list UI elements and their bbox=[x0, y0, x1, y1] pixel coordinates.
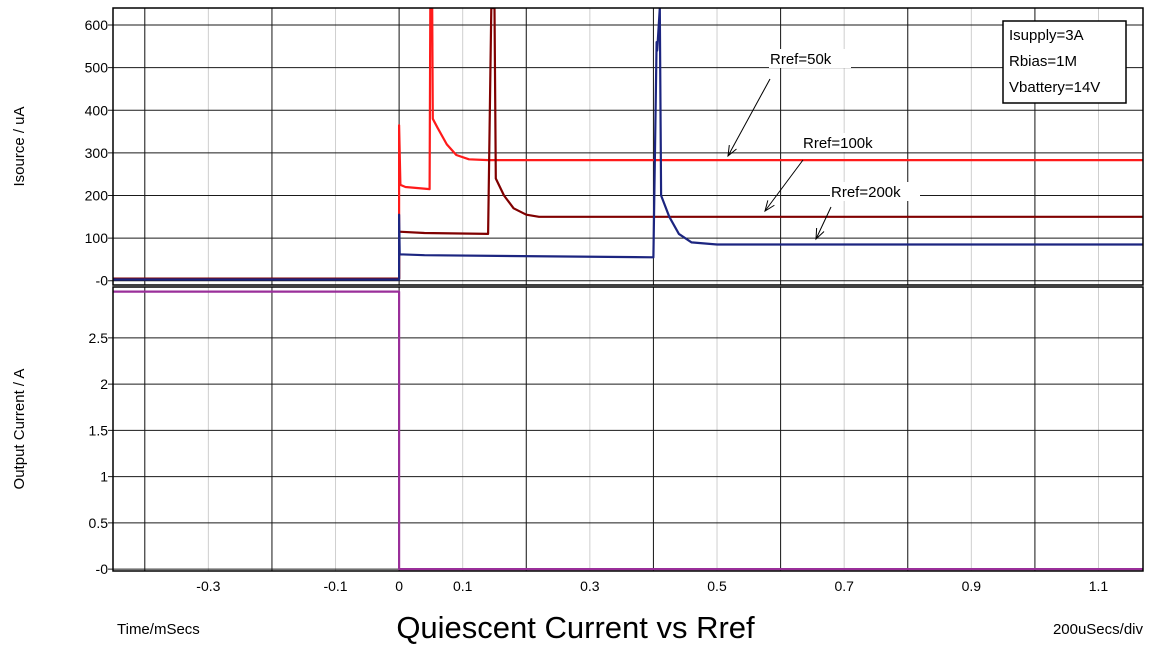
x-tick-label: 0.9 bbox=[962, 578, 982, 594]
x-tick-label: -0.3 bbox=[196, 578, 220, 594]
y-tick-label: 200 bbox=[85, 188, 109, 204]
info-box-line: Rbias=1M bbox=[1009, 53, 1077, 70]
y-tick-label: -0 bbox=[96, 561, 109, 577]
y-tick-label: 1.5 bbox=[89, 422, 109, 438]
y-tick-label: 100 bbox=[85, 230, 109, 246]
x-tick-label: 1.1 bbox=[1089, 578, 1109, 594]
time-scale-label: 200uSecs/div bbox=[1052, 621, 1143, 638]
x-tick-label: 0.7 bbox=[834, 578, 854, 594]
labels: -0 100 200 300 400 500 600 Isource / uA Isupply=… bbox=[11, 17, 1127, 594]
x-tick-label: 0.3 bbox=[580, 578, 600, 594]
y-tick-label: 0.5 bbox=[89, 515, 109, 531]
y-tick-label: 300 bbox=[85, 145, 109, 161]
plot-series bbox=[113, 8, 1143, 571]
y-axis-label: Output Current / A bbox=[11, 369, 28, 490]
x-tick-label: -0.1 bbox=[323, 578, 347, 594]
annotation-leader bbox=[764, 159, 804, 212]
x-tick-label: 0.1 bbox=[453, 578, 473, 594]
series-line bbox=[113, 290, 1143, 571]
curve-annotation: Rref=200k bbox=[831, 184, 901, 201]
series-line bbox=[113, 8, 1143, 280]
annotation-arrowhead bbox=[727, 145, 737, 158]
y-axis-label: Isource / uA bbox=[11, 106, 28, 186]
info-box-line: Isupply=3A bbox=[1009, 27, 1084, 44]
annotation-leader bbox=[815, 206, 832, 240]
info-box bbox=[1002, 20, 1127, 104]
grid bbox=[108, 8, 1143, 571]
y-tick-label: -0 bbox=[96, 273, 109, 289]
axes bbox=[112, 7, 1144, 572]
annotation-backdrop bbox=[769, 49, 851, 68]
x-tick-label: 0 bbox=[395, 578, 403, 594]
panel-frame bbox=[112, 286, 1144, 572]
y-tick-label: 2 bbox=[100, 376, 108, 392]
annotation-backdrop bbox=[830, 182, 920, 201]
annotation-backdrop bbox=[802, 133, 892, 152]
y-tick-label: 600 bbox=[85, 17, 109, 33]
x-tick-label: 0.5 bbox=[707, 578, 727, 594]
curve-annotation: Rref=50k bbox=[770, 51, 832, 68]
x-axis-unit-label: Time/mSecs bbox=[117, 621, 200, 638]
y-tick-label: 1 bbox=[100, 469, 108, 485]
y-tick-label: 2.5 bbox=[89, 330, 109, 346]
annotation-leader bbox=[727, 78, 771, 157]
series-line bbox=[113, 8, 1143, 281]
y-tick-label: 400 bbox=[85, 102, 109, 118]
curve-annotation: Rref=100k bbox=[803, 135, 873, 152]
annotation-arrowhead bbox=[764, 200, 775, 213]
panel-frame bbox=[112, 7, 1144, 286]
annotation-arrowhead bbox=[815, 227, 825, 241]
y-tick-label: 500 bbox=[85, 60, 109, 76]
info-box-line: Vbattery=14V bbox=[1009, 79, 1100, 96]
chart-title: Quiescent Current vs Rref bbox=[396, 610, 755, 645]
